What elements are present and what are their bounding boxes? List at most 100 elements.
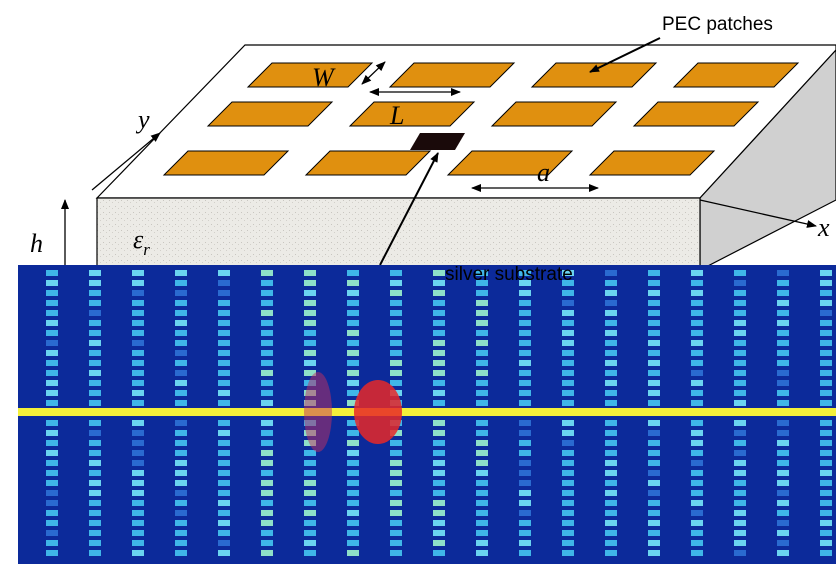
field-dash [734, 480, 746, 486]
field-dash [519, 380, 531, 386]
field-dash [46, 330, 58, 336]
field-dash [89, 370, 101, 376]
field-dash [820, 270, 832, 276]
field-dash [46, 290, 58, 296]
field-dash [820, 370, 832, 376]
field-dash [691, 320, 703, 326]
field-dash [691, 440, 703, 446]
field-dash [476, 370, 488, 376]
field-dash [390, 480, 402, 486]
field-dash [777, 500, 789, 506]
field-map [18, 265, 836, 564]
field-dash [132, 400, 144, 406]
field-dash [132, 440, 144, 446]
field-dash [734, 540, 746, 546]
field-dash [390, 510, 402, 516]
field-dash [390, 310, 402, 316]
field-dash [433, 460, 445, 466]
field-dash [261, 400, 273, 406]
field-dash [433, 330, 445, 336]
field-dash [648, 540, 660, 546]
field-dash [304, 310, 316, 316]
field-dash [734, 430, 746, 436]
field-dash [261, 360, 273, 366]
field-dash [691, 380, 703, 386]
field-dash [175, 340, 187, 346]
field-dash [132, 520, 144, 526]
field-dash [734, 360, 746, 366]
field-dash [89, 540, 101, 546]
field-dash [648, 550, 660, 556]
field-dash [433, 400, 445, 406]
field-dash [132, 450, 144, 456]
field-dash [218, 480, 230, 486]
field-dash [175, 280, 187, 286]
field-dash [46, 490, 58, 496]
field-dash [605, 430, 617, 436]
field-dash [347, 270, 359, 276]
field-dash [433, 540, 445, 546]
field-dash [691, 460, 703, 466]
field-dash [820, 340, 832, 346]
field-dash [304, 490, 316, 496]
field-dash [89, 530, 101, 536]
field-dash [218, 330, 230, 336]
field-dash [820, 300, 832, 306]
field-dash [777, 370, 789, 376]
field-dash [820, 430, 832, 436]
field-dash [132, 280, 144, 286]
field-dash [562, 460, 574, 466]
field-dash [476, 480, 488, 486]
field-dash [605, 490, 617, 496]
field-dash [132, 270, 144, 276]
field-dash [562, 540, 574, 546]
field-dash [605, 350, 617, 356]
field-dash [691, 350, 703, 356]
field-dash [175, 270, 187, 276]
field-dash [261, 320, 273, 326]
field-dash [476, 470, 488, 476]
field-dash [562, 350, 574, 356]
field-dash [433, 430, 445, 436]
field-dash [433, 480, 445, 486]
field-dash [89, 510, 101, 516]
pec-label: PEC patches [662, 14, 773, 35]
field-dash [175, 390, 187, 396]
field-dash [648, 310, 660, 316]
field-dash [433, 420, 445, 426]
field-dash [691, 270, 703, 276]
field-dash [46, 400, 58, 406]
field-dash [304, 300, 316, 306]
field-dash [691, 330, 703, 336]
field-dash [777, 380, 789, 386]
field-dash [175, 330, 187, 336]
field-dash [562, 290, 574, 296]
field-dash [347, 450, 359, 456]
field-dash [347, 330, 359, 336]
field-dash [175, 490, 187, 496]
field-dash [261, 440, 273, 446]
field-dash [691, 340, 703, 346]
field-dash [734, 520, 746, 526]
field-dash [562, 470, 574, 476]
field-dash [89, 420, 101, 426]
field-dash [562, 320, 574, 326]
field-dash [46, 460, 58, 466]
field-dash [476, 290, 488, 296]
field-dash [562, 510, 574, 516]
field-dash [820, 500, 832, 506]
field-dash [175, 480, 187, 486]
field-dash [519, 370, 531, 376]
field-dash [820, 350, 832, 356]
field-dash [433, 310, 445, 316]
field-dash [46, 430, 58, 436]
field-dash [519, 350, 531, 356]
field-dash [89, 320, 101, 326]
field-dash [89, 520, 101, 526]
field-dash [648, 280, 660, 286]
field-dash [132, 480, 144, 486]
field-dash [390, 280, 402, 286]
field-dash [132, 460, 144, 466]
field-dash [347, 370, 359, 376]
field-dash [648, 420, 660, 426]
